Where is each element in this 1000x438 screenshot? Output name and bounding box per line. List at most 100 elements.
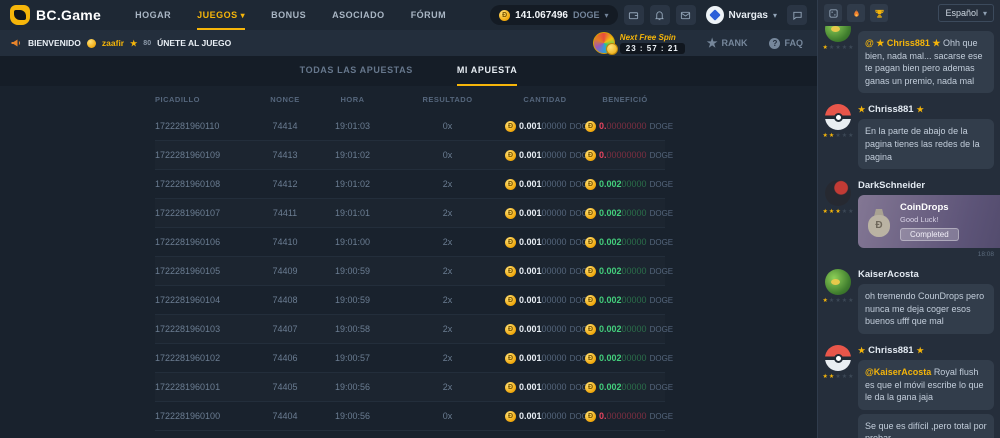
dice-button[interactable]: [824, 4, 842, 22]
level-star-icon: ★: [822, 45, 828, 51]
bet-profit: Ð 0.00200000 DOGE: [585, 294, 673, 306]
chat-toggle-button[interactable]: [787, 5, 807, 25]
chat-username[interactable]: ★ Chriss881 ★: [858, 345, 994, 356]
chat-username[interactable]: KaiserAcosta: [858, 26, 994, 27]
message-timestamp: 18:08: [977, 251, 994, 259]
faq-label: FAQ: [784, 38, 803, 48]
user-avatar[interactable]: [825, 104, 851, 131]
level-star-icon: ★: [841, 133, 848, 140]
announced-username[interactable]: zaafir: [101, 38, 125, 48]
bet-time: 19:00:56: [334, 382, 371, 392]
bet-hash: 1722281960108: [155, 179, 221, 189]
chevron-down-icon: ▾: [982, 8, 987, 18]
level-star-icon: ★: [841, 45, 848, 51]
tab-my-bets[interactable]: MI APUESTA: [456, 56, 518, 86]
chat-bubble: oh tremendo CounDrops pero nunca me deja…: [858, 284, 994, 334]
balance-currency: DOGE: [572, 10, 600, 20]
doge-coin-icon: Ð: [585, 120, 596, 132]
chat-message-content: DarkSchneider Ð CoinDrops Good Luck! Complet…: [858, 180, 1000, 259]
rank-link[interactable]: ★ RANK: [707, 37, 748, 49]
bet-profit: Ð 0.00000000 DOGE: [585, 410, 673, 422]
rank-label: RANK: [721, 38, 748, 48]
join-label: ÚNETE AL JUEGO: [157, 38, 232, 48]
chat-bubble-icon: [792, 11, 802, 20]
hot-games-button[interactable]: [847, 4, 865, 22]
level-star-icon: ★: [822, 209, 828, 216]
free-spin-timer: 23 : 57 : 21: [619, 42, 685, 54]
chat-sidebar: Español ▾ ★ ★ ★ ★ ★ KaiserAcosta @ ★ Chriss881…: [817, 0, 1000, 438]
level-star-icon: ★: [841, 373, 848, 380]
level-star-icon: ★: [828, 133, 835, 140]
user-level-stars: ★ ★ ★ ★ ★: [823, 133, 854, 139]
level-star-icon: ★: [828, 373, 835, 380]
chat-message-group: ★ ★ ★ ★ ★ KaiserAcosta oh tremendo CounDrops p…: [823, 269, 994, 334]
user-avatar[interactable]: [825, 269, 851, 296]
chat-bubble: En la parte de abajo de la pagina tienes…: [858, 119, 994, 170]
flame-icon: [853, 8, 859, 17]
chat-user-column: ★ ★ ★ ★ ★: [823, 344, 853, 438]
megaphone-icon: [11, 39, 21, 47]
bcgame-logo-icon: [10, 5, 30, 25]
table-row: 1722281960100 74404 19:00:56 0x Ð 0.0010…: [155, 402, 673, 431]
free-spin-label: Next Free Spin: [619, 32, 676, 42]
bet-profit: Ð 0.00200000 DOGE: [585, 207, 673, 219]
nav-item-hogar[interactable]: HOGAR: [135, 10, 172, 20]
name-star-icon: ★: [916, 105, 924, 115]
brand-logo[interactable]: BC.Game: [10, 5, 101, 25]
balance-selector[interactable]: Ð 141.067496 DOGE ▾: [490, 5, 618, 25]
bet-time: 19:01:01: [334, 208, 371, 218]
user-mention[interactable]: @KaiserAcosta: [865, 366, 934, 377]
user-mention[interactable]: @ ★ Chriss881 ★: [865, 38, 943, 48]
header-nonce: NONCE: [270, 94, 300, 104]
nav-item-asociado[interactable]: ASOCIADO: [332, 10, 385, 20]
chat-message-group: ★ ★ ★ ★ ★ ★ Chriss881 ★ En la parte de abajo de …: [823, 104, 994, 170]
contest-button[interactable]: [870, 4, 888, 22]
chat-messages: ★ ★ ★ ★ ★ KaiserAcosta @ ★ Chriss881 ★ Ohh que…: [818, 26, 1000, 438]
money-bag-icon: Ð: [866, 207, 892, 237]
table-row: 1722281960108 74412 19:01:02 2x Ð 0.0010…: [155, 170, 673, 199]
header-amount: CANTIDAD: [523, 94, 567, 104]
bet-result: 0x: [442, 121, 453, 131]
bet-nonce: 74410: [272, 237, 298, 247]
coindrops-completed-button[interactable]: Completed: [900, 228, 959, 242]
chat-username[interactable]: DarkSchneider: [858, 180, 926, 192]
bet-time: 19:01:00: [334, 237, 371, 247]
notifications-button[interactable]: [649, 5, 670, 25]
doge-coin-icon: Ð: [585, 323, 596, 335]
wallet-button[interactable]: [623, 5, 644, 25]
user-avatar[interactable]: [825, 344, 851, 371]
coindrops-title: CoinDrops: [900, 202, 949, 214]
user-avatar[interactable]: [825, 26, 851, 42]
level-star-icon: ★: [841, 209, 848, 216]
doge-coin-icon: Ð: [499, 9, 511, 21]
chat-username[interactable]: KaiserAcosta: [858, 269, 919, 281]
tab-all-bets[interactable]: TODAS LAS APUESTAS: [299, 65, 413, 75]
nav-item-forum[interactable]: FÓRUM: [410, 10, 447, 20]
coindrops-info: CoinDrops Good Luck! Completed: [900, 202, 959, 242]
user-menu[interactable]: Nvargas ▾: [705, 6, 777, 24]
table-row: 1722281960101 74405 19:00:56 2x Ð 0.0010…: [155, 373, 673, 402]
chat-message-group: ★ ★ ★ ★ ★ DarkSchneider Ð CoinDrops Good Luck! Co…: [822, 180, 1000, 259]
user-avatar[interactable]: [825, 180, 851, 207]
chat-username[interactable]: ★ Chriss881 ★: [858, 104, 994, 115]
chevron-down-icon: ▾: [604, 10, 609, 20]
inbox-button[interactable]: [675, 5, 696, 25]
doge-coin-icon: Ð: [585, 381, 596, 393]
bet-hash: 1722281960106: [155, 237, 221, 247]
bet-amount: Ð 0.00100000 DOGE: [505, 381, 593, 393]
nav-item-juegos[interactable]: JUEGOS ▾: [197, 0, 246, 30]
bet-time: 19:00:57: [334, 353, 371, 363]
table-header: PICADILLO NONCE HORA RESULTADO CANTIDAD …: [155, 86, 665, 112]
bet-hash: 1722281960110: [155, 121, 220, 131]
bet-time: 19:00:58: [334, 324, 371, 334]
coindrops-card: Ð CoinDrops Good Luck! Completed: [858, 195, 1000, 249]
faq-link[interactable]: ? FAQ: [769, 37, 803, 49]
bet-nonce: 74412: [272, 179, 298, 189]
nav-item-bonus[interactable]: BONUS: [271, 10, 307, 20]
chat-language-select[interactable]: Español ▾: [938, 4, 994, 22]
bet-result: 0x: [442, 150, 453, 160]
free-spin-widget[interactable]: Next Free Spin 23 : 57 : 21: [592, 32, 685, 55]
bet-profit: Ð 0.00200000 DOGE: [585, 265, 673, 277]
chat-message-content: ★ Chriss881 ★ @KaiserAcosta Royal flush es …: [858, 345, 994, 438]
chat-bubble: @ ★ Chriss881 ★ Ohh que bien, nada mal..…: [858, 31, 994, 94]
